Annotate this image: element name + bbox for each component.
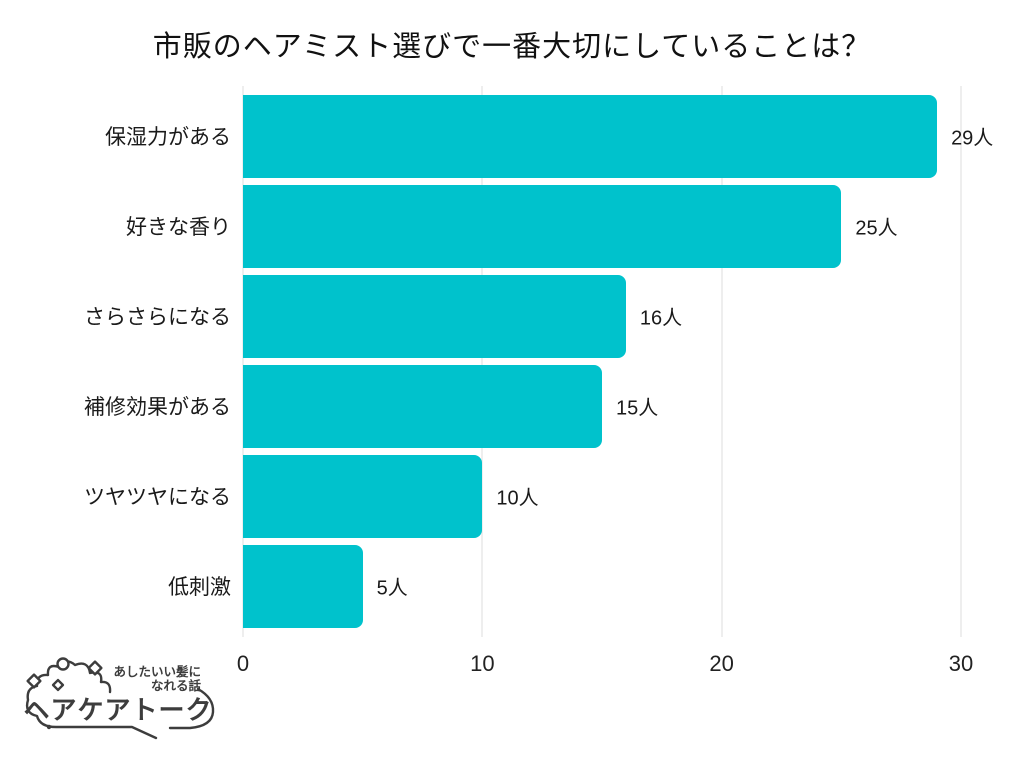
bar-5 (243, 544, 363, 628)
brand-logo: あしたいい髪に なれる話 ヘアケアトーク (23, 657, 215, 740)
gridline-x-30 (960, 86, 962, 637)
gridline-x-20 (721, 86, 723, 637)
value-label: 29人 (951, 127, 994, 150)
category-label: 保湿力がある (105, 126, 231, 149)
category-label: ツヤツヤになる (84, 486, 231, 509)
category-label: 好きな香り (126, 216, 231, 239)
chart-row: 保湿力がある 29人 (105, 91, 993, 181)
bar-29 (243, 94, 938, 178)
bar-16 (243, 274, 626, 358)
x-axis-tick-label: 20 (709, 651, 734, 676)
x-axis-tick-label: 0 (236, 651, 250, 676)
category-label: 補修効果がある (84, 396, 231, 419)
chart-row: さらさらになる 16人 (84, 271, 961, 361)
chart-row: ツヤツヤになる 10人 (84, 451, 961, 541)
category-label: さらさらになる (84, 306, 231, 329)
logo-bottom-dot-icon (46, 724, 52, 730)
chart-row: 低刺激 5人 (168, 541, 961, 631)
bar-chart-plot-area: 保湿力がある 29人好きな香り 25人さらさらになる 16人補修効果がある 15人ツヤツ… (84, 86, 993, 676)
logo-tagline-line2: なれる話 (151, 678, 202, 693)
logo-brand-text: ヘアケアトーク (23, 695, 212, 725)
gridline-x-0 (242, 86, 244, 637)
gridline-x-10 (481, 86, 483, 637)
sparkle-diamond-icon (51, 678, 65, 692)
x-axis-tick-label: 10 (470, 651, 495, 676)
value-label: 15人 (616, 397, 659, 420)
value-label: 10人 (496, 487, 539, 510)
value-label: 16人 (639, 307, 683, 330)
sparkle-diamond-icon (26, 673, 42, 689)
chart-row: 補修効果がある 15人 (84, 361, 961, 451)
value-label: 25人 (855, 217, 898, 240)
logo-bubble-right-arc (168, 687, 215, 730)
bubble-circle-icon (56, 657, 70, 671)
sparkle-diamond-icon (87, 660, 103, 676)
logo-cloud-outline (25, 660, 158, 740)
chart-title: 市販のヘアミスト選びで一番大切にしていることは？ (152, 31, 872, 63)
bar-25 (243, 184, 842, 268)
bar-rows: 保湿力がある 29人好きな香り 25人さらさらになる 16人補修効果がある 15人ツヤツ… (84, 91, 993, 631)
x-axis-tick-label: 30 (948, 651, 974, 676)
logo-tagline-line1: あしたいい髪に (113, 664, 201, 679)
bar-15 (243, 364, 602, 448)
category-label: 低刺激 (168, 576, 231, 599)
chart-row: 好きな香り 25人 (126, 181, 961, 271)
bar-10 (243, 454, 483, 538)
value-label: 5人 (376, 577, 408, 600)
